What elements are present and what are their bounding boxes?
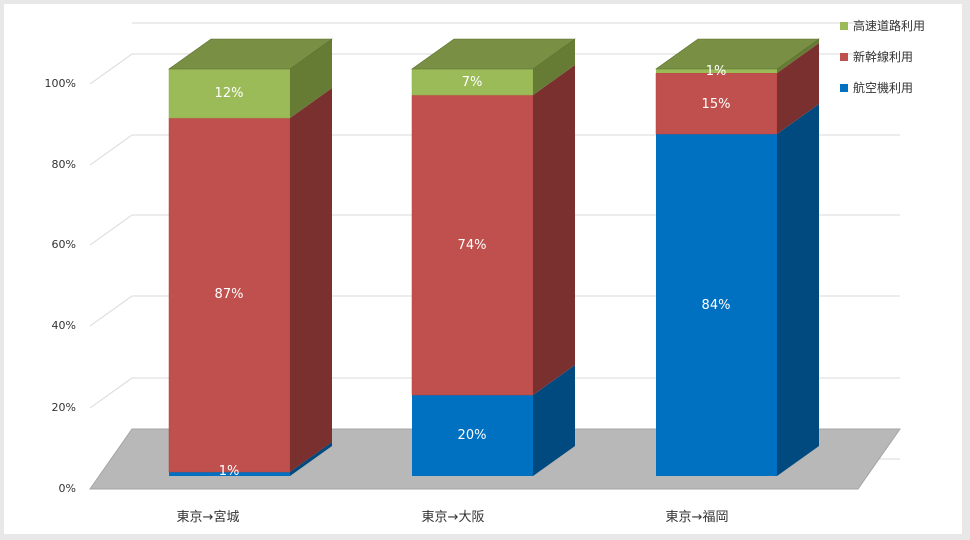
legend-item-airplane: 航空機利用: [840, 80, 925, 95]
data-label-fukuoka-shinkansen: 15%: [701, 97, 731, 112]
x-category-tokyo-fukuoka: 東京→福岡: [665, 510, 729, 525]
y-tick-20: 20%: [51, 401, 76, 414]
y-tick-80: 80%: [51, 158, 76, 171]
bar-tokyo-fukuoka: [655, 38, 820, 476]
data-label-osaka-highway: 7%: [461, 75, 483, 90]
y-tick-100: 100%: [44, 77, 76, 90]
legend-swatch-airplane-icon: [840, 83, 848, 92]
x-category-tokyo-osaka: 東京→大阪: [421, 510, 485, 525]
legend-swatch-highway-icon: [840, 21, 848, 30]
data-label-fukuoka-air: 84%: [701, 298, 731, 313]
y-tick-40: 40%: [51, 319, 76, 332]
legend-item-highway: 高速道路利用: [840, 18, 925, 33]
bar-tokyo-osaka: [411, 38, 576, 476]
y-tick-60: 60%: [51, 238, 76, 251]
y-tick-0: 0%: [58, 482, 76, 495]
legend-swatch-shinkansen-icon: [840, 52, 848, 61]
chart-legend: 高速道路利用 新幹線利用 航空機利用: [840, 18, 925, 111]
data-label-miyagi-shinkansen: 87%: [214, 287, 244, 302]
data-label-miyagi-highway: 12%: [214, 86, 244, 101]
bar-tokyo-miyagi: [168, 38, 333, 476]
data-label-fukuoka-highway: 1%: [705, 64, 727, 79]
legend-label-shinkansen: 新幹線利用: [853, 50, 914, 64]
legend-item-shinkansen: 新幹線利用: [840, 49, 925, 64]
data-label-osaka-shinkansen: 74%: [457, 238, 487, 253]
x-category-tokyo-miyagi: 東京→宮城: [176, 510, 240, 525]
data-label-osaka-air: 20%: [457, 428, 487, 443]
legend-label-airplane: 航空機利用: [853, 81, 914, 95]
data-label-miyagi-air: 1%: [218, 464, 240, 479]
legend-label-highway: 高速道路利用: [853, 19, 926, 33]
